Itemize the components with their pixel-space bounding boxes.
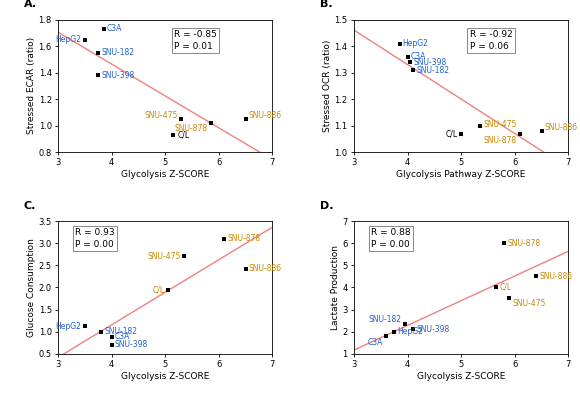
Text: C/L: C/L [153, 285, 165, 294]
X-axis label: Glycolysis Pathway Z-SCORE: Glycolysis Pathway Z-SCORE [397, 170, 526, 179]
Text: C/L: C/L [499, 283, 512, 292]
Y-axis label: Stressed OCR (ratio): Stressed OCR (ratio) [322, 40, 332, 132]
X-axis label: Glycolysis Z-SCORE: Glycolysis Z-SCORE [121, 372, 209, 381]
Text: B.: B. [320, 0, 332, 9]
Text: SNU-182: SNU-182 [102, 48, 135, 57]
Text: C3A: C3A [115, 332, 130, 342]
Text: SNU-475: SNU-475 [513, 299, 546, 309]
Text: SNU-398: SNU-398 [115, 340, 148, 349]
Text: SNU-878: SNU-878 [175, 124, 208, 133]
Text: SNU-878: SNU-878 [508, 239, 541, 248]
Text: R = -0.92
P = 0.06: R = -0.92 P = 0.06 [470, 30, 513, 51]
Text: SNU-886: SNU-886 [249, 110, 282, 119]
Text: A.: A. [24, 0, 37, 9]
Text: SNU-886: SNU-886 [249, 264, 282, 274]
Y-axis label: Stressed ECAR (ratio): Stressed ECAR (ratio) [27, 37, 36, 134]
Text: SNU-475: SNU-475 [483, 120, 517, 129]
Text: R = 0.93
P = 0.00: R = 0.93 P = 0.00 [75, 228, 115, 248]
Text: HepG2: HepG2 [397, 327, 423, 336]
Text: SNU-182: SNU-182 [104, 327, 137, 336]
Y-axis label: Lactate Production: Lactate Production [331, 245, 339, 330]
Text: SNU-398: SNU-398 [102, 71, 135, 80]
Text: SNU-182: SNU-182 [369, 315, 402, 324]
Text: C3A: C3A [411, 52, 426, 61]
Text: SNU-475: SNU-475 [145, 110, 178, 119]
Text: SNU-886: SNU-886 [545, 123, 578, 132]
Text: SNU-878: SNU-878 [484, 136, 517, 145]
Text: C/L: C/L [446, 129, 458, 138]
Text: SNU-398: SNU-398 [414, 57, 447, 66]
Text: SNU-878: SNU-878 [227, 234, 260, 243]
Text: C/L: C/L [177, 130, 190, 140]
Text: SNU-182: SNU-182 [416, 66, 449, 75]
X-axis label: Glycolysis Z-SCORE: Glycolysis Z-SCORE [417, 372, 505, 381]
Text: R = 0.88
P = 0.00: R = 0.88 P = 0.00 [371, 228, 411, 248]
Text: C3A: C3A [107, 24, 122, 33]
Text: C.: C. [24, 200, 36, 211]
Text: C3A: C3A [368, 338, 383, 347]
Text: HepG2: HepG2 [56, 35, 82, 44]
X-axis label: Glycolysis Z-SCORE: Glycolysis Z-SCORE [121, 170, 209, 179]
Text: R = -0.85
P = 0.01: R = -0.85 P = 0.01 [174, 30, 217, 51]
Text: D.: D. [320, 200, 333, 211]
Text: SNU-886: SNU-886 [539, 272, 572, 281]
Text: SNU-475: SNU-475 [147, 252, 181, 261]
Y-axis label: Glucose Consumption: Glucose Consumption [27, 238, 36, 337]
Text: HepG2: HepG2 [56, 322, 82, 331]
Text: HepG2: HepG2 [403, 39, 429, 48]
Text: SNU-398: SNU-398 [416, 325, 450, 334]
